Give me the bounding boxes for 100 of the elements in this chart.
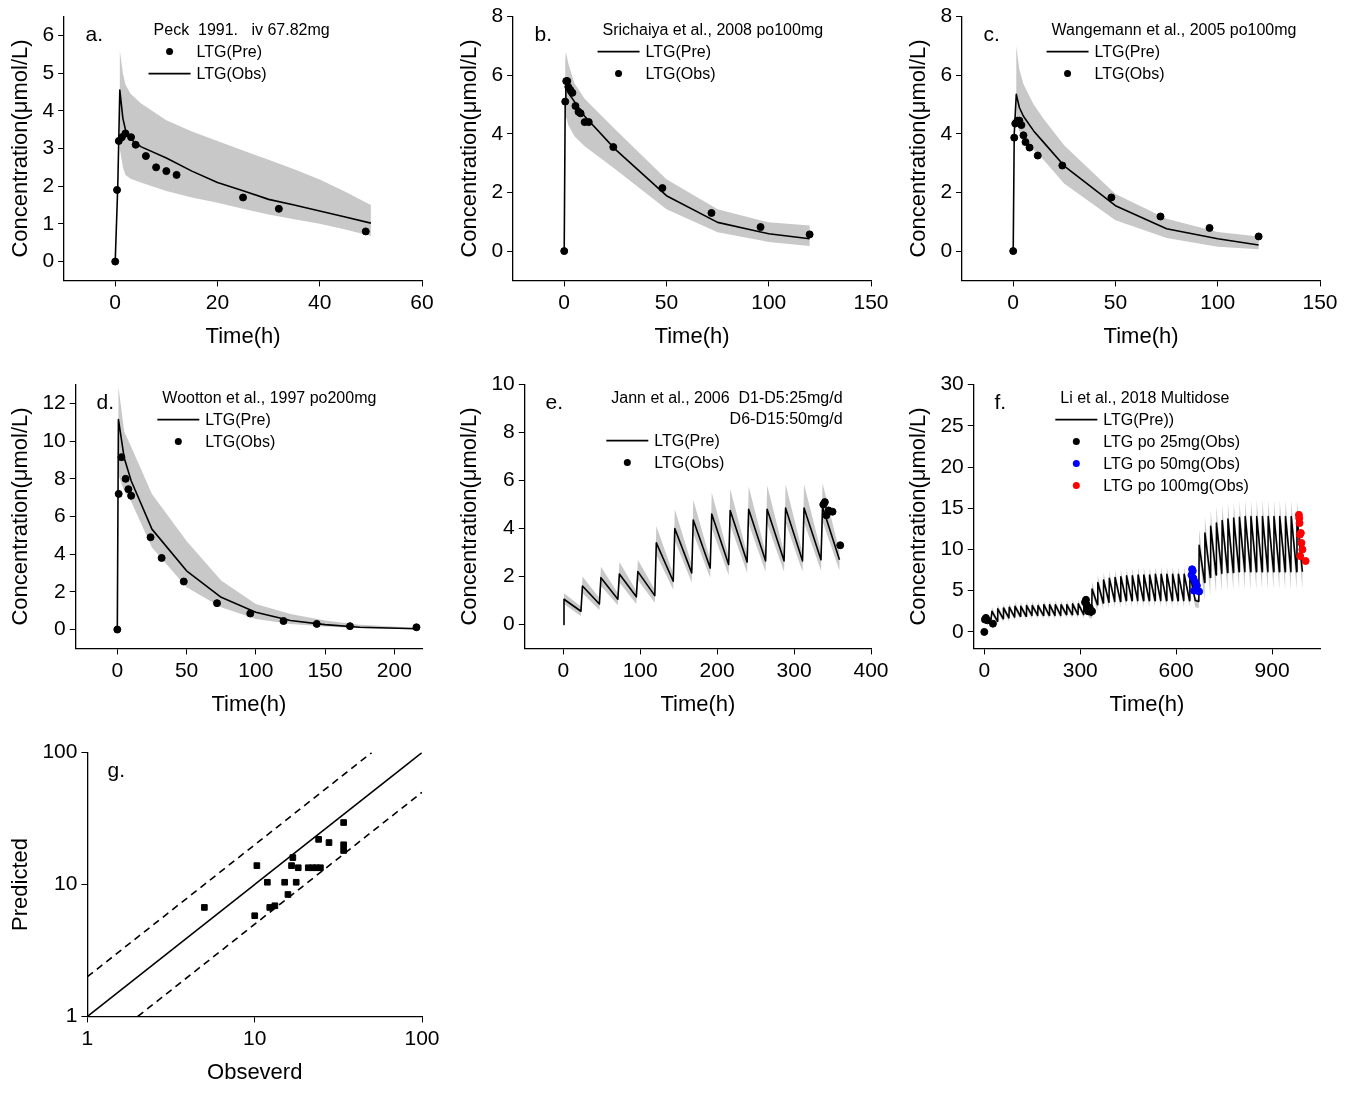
x-tick-label: 900 bbox=[1254, 657, 1290, 681]
y-tick-label: 2 bbox=[42, 172, 55, 196]
legend-label: LTG(Obs) bbox=[645, 64, 716, 82]
y-tick-label: 15 bbox=[940, 495, 964, 519]
annotation: f. bbox=[994, 389, 1007, 413]
x-tick-label: 40 bbox=[308, 289, 332, 313]
y-tick-label: 10 bbox=[940, 536, 964, 560]
x-axis-title: Time(h) bbox=[1103, 322, 1179, 348]
x-tick-label: 300 bbox=[776, 657, 812, 681]
annotation: c. bbox=[983, 21, 1000, 45]
y-tick-label: 30 bbox=[940, 371, 964, 395]
y-tick-label: 100 bbox=[42, 739, 78, 763]
y-tick-label: 0 bbox=[54, 616, 66, 640]
y-axis-title: Predicted bbox=[7, 838, 33, 931]
y-tick-label: 10 bbox=[42, 427, 66, 451]
x-tick-label: 20 bbox=[205, 289, 230, 313]
y-tick-label: 4 bbox=[42, 97, 55, 121]
legend-label: LTG(Obs) bbox=[196, 64, 267, 82]
y-tick-label: 0 bbox=[503, 611, 515, 635]
annotation: d. bbox=[96, 389, 115, 413]
y-tick-label: 4 bbox=[54, 540, 67, 564]
legend-label: LTG(Obs) bbox=[1094, 64, 1165, 82]
y-axis-title: Concentration(μmol/L) bbox=[7, 39, 33, 258]
y-tick-label: 2 bbox=[54, 578, 66, 602]
x-tick-label: 150 bbox=[853, 289, 889, 313]
legend-label: LTG(Obs) bbox=[654, 453, 725, 471]
x-axis-title: Time(h) bbox=[654, 322, 730, 348]
x-tick-label: 50 bbox=[1103, 289, 1128, 313]
annotation: a. bbox=[85, 21, 104, 45]
y-axis-title: Concentration(μmol/L) bbox=[7, 407, 33, 626]
legend-label: LTG po 25mg(Obs) bbox=[1103, 432, 1240, 450]
y-tick-label: 5 bbox=[42, 59, 55, 83]
y-axis-title: Concentration(μmol/L) bbox=[905, 407, 931, 626]
y-tick-label: 8 bbox=[491, 3, 504, 27]
x-tick-label: 60 bbox=[410, 289, 434, 313]
y-tick-label: 4 bbox=[491, 120, 504, 144]
legend-label: LTG po 50mg(Obs) bbox=[1103, 454, 1240, 472]
y-tick-label: 2 bbox=[491, 179, 504, 203]
y-tick-label: 2 bbox=[503, 563, 515, 587]
x-tick-label: 0 bbox=[109, 289, 122, 313]
y-axis-title: Concentration(μmol/L) bbox=[456, 39, 482, 258]
y-tick-label: 0 bbox=[491, 237, 504, 261]
chart-title: Srichaiya et al., 2008 po100mg bbox=[602, 20, 824, 38]
y-tick-label: 6 bbox=[54, 503, 66, 527]
legend-label: LTG(Pre) bbox=[196, 42, 263, 60]
x-tick-label: 150 bbox=[307, 657, 343, 681]
legend-label: LTG(Obs) bbox=[205, 432, 276, 450]
x-axis-title: Obseverd bbox=[207, 1058, 303, 1084]
x-tick-label: 1 bbox=[81, 1025, 94, 1049]
y-tick-label: 0 bbox=[952, 618, 964, 642]
text: D6-D15:50mg/d bbox=[729, 409, 843, 427]
legend-label: LTG(Pre) bbox=[1094, 42, 1161, 60]
y-tick-label: 1 bbox=[42, 210, 55, 234]
legend-label: LTG po 100mg(Obs) bbox=[1103, 476, 1249, 494]
y-tick-label: 8 bbox=[54, 465, 66, 489]
x-tick-label: 600 bbox=[1158, 657, 1194, 681]
chart-title: Li et al., 2018 Multidose bbox=[1060, 388, 1230, 406]
x-axis-title: Time(h) bbox=[660, 690, 736, 716]
y-tick-label: 2 bbox=[940, 179, 953, 203]
x-tick-label: 0 bbox=[557, 657, 570, 681]
annotation: b. bbox=[534, 21, 553, 45]
x-tick-label: 100 bbox=[1200, 289, 1236, 313]
x-axis-title: Time(h) bbox=[1109, 690, 1185, 716]
x-tick-label: 300 bbox=[1062, 657, 1098, 681]
legend-label: LTG(Pre) bbox=[205, 410, 271, 428]
y-tick-label: 12 bbox=[42, 390, 66, 414]
x-tick-label: 200 bbox=[376, 657, 412, 681]
y-tick-label: 10 bbox=[54, 871, 78, 895]
x-tick-label: 0 bbox=[1007, 289, 1020, 313]
x-tick-label: 0 bbox=[111, 657, 124, 681]
x-tick-label: 400 bbox=[853, 657, 889, 681]
x-tick-label: 50 bbox=[174, 657, 199, 681]
legend-label: LTG(Pre) bbox=[645, 42, 712, 60]
y-tick-label: 8 bbox=[503, 419, 515, 443]
y-tick-label: 8 bbox=[940, 3, 953, 27]
annotation: e. bbox=[545, 389, 564, 413]
chart-title: Wangemann et al., 2005 po100mg bbox=[1051, 20, 1297, 38]
y-tick-label: 6 bbox=[491, 62, 504, 86]
x-tick-label: 100 bbox=[622, 657, 658, 681]
annotation: g. bbox=[107, 757, 126, 781]
y-tick-label: 4 bbox=[940, 120, 953, 144]
y-tick-label: 1 bbox=[65, 1003, 78, 1027]
chart-title: Jann et al., 2006 D1-D5:25mg/d bbox=[611, 388, 843, 406]
chart-title: Peck 1991. iv 67.82mg bbox=[153, 20, 330, 38]
x-tick-label: 0 bbox=[558, 289, 571, 313]
chart-title: Wootton et al., 1997 po200mg bbox=[162, 388, 377, 406]
y-tick-label: 5 bbox=[952, 577, 964, 601]
y-axis-title: Concentration(μmol/L) bbox=[905, 39, 931, 258]
y-tick-label: 0 bbox=[940, 237, 953, 261]
x-tick-label: 0 bbox=[978, 657, 991, 681]
y-axis-title: Concentration(μmol/L) bbox=[456, 407, 482, 626]
x-tick-label: 10 bbox=[243, 1025, 267, 1049]
y-tick-label: 3 bbox=[42, 135, 55, 159]
x-tick-label: 200 bbox=[699, 657, 735, 681]
x-tick-label: 50 bbox=[654, 289, 679, 313]
y-tick-label: 0 bbox=[42, 248, 55, 272]
y-tick-label: 6 bbox=[42, 22, 55, 46]
y-tick-label: 6 bbox=[940, 62, 953, 86]
legend-label: LTG(Pre) bbox=[654, 431, 720, 449]
y-tick-label: 10 bbox=[491, 371, 515, 395]
